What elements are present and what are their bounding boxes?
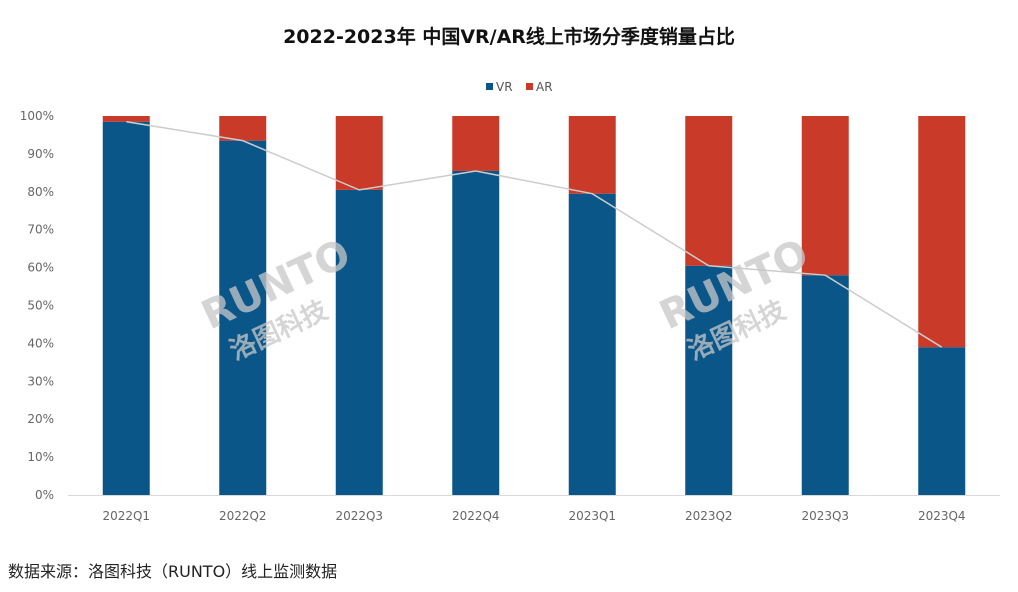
bar-ar-2023q2	[685, 116, 733, 266]
x-tick-label: 2023Q2	[685, 509, 733, 523]
legend: VR AR	[486, 80, 553, 94]
chart-title: 2022-2023年 中国VR/AR线上市场分季度销量占比	[283, 26, 735, 48]
bar-vr-2022q3	[335, 189, 383, 495]
x-tick-label: 2023Q1	[568, 509, 616, 523]
bar-ar-2023q1	[568, 116, 616, 194]
bar-ar-2022q3	[335, 116, 383, 190]
bar-ar-2023q4	[918, 116, 966, 348]
y-tick-label: 80%	[27, 185, 54, 199]
bars	[102, 116, 966, 495]
legend-label-ar: AR	[536, 80, 553, 94]
x-axis: 2022Q1 2022Q2 2022Q3 2022Q4 2023Q1 2023Q2 2023…	[68, 495, 1000, 523]
y-tick-label: 30%	[27, 374, 54, 388]
x-tick-label: 2022Q4	[452, 509, 500, 523]
bar-ar-2023q3	[801, 116, 849, 276]
y-tick-label: 90%	[27, 147, 54, 161]
bar-vr-2023q3	[801, 275, 849, 495]
y-tick-label: 50%	[27, 299, 54, 313]
x-tick-label: 2023Q3	[801, 509, 849, 523]
bar-vr-2022q4	[452, 170, 500, 495]
y-tick-label: 20%	[27, 412, 54, 426]
y-tick-label: 40%	[27, 336, 54, 350]
x-tick-label: 2023Q4	[918, 509, 966, 523]
legend-swatch-ar	[526, 83, 533, 90]
bar-vr-2022q2	[219, 140, 267, 495]
y-tick-label: 10%	[27, 450, 54, 464]
y-axis: 0% 10% 20% 30% 40% 50% 60% 70% 80% 90% 100%	[20, 109, 54, 502]
source-note: 数据来源：洛图科技（RUNTO）线上监测数据	[8, 562, 338, 581]
legend-label-vr: VR	[496, 80, 513, 94]
x-tick-label: 2022Q1	[102, 509, 150, 523]
bar-ar-2022q4	[452, 116, 500, 171]
x-tick-label: 2022Q3	[335, 509, 383, 523]
bar-vr-2023q4	[918, 347, 966, 495]
bar-ar-2022q2	[219, 116, 267, 141]
bar-vr-2022q1	[102, 121, 150, 495]
vr-trend-polyline	[126, 120, 943, 348]
bar-ar-2022q1	[102, 116, 150, 122]
bar-vr-2023q1	[568, 193, 616, 495]
y-tick-label: 100%	[20, 109, 54, 123]
y-tick-label: 60%	[27, 261, 54, 275]
y-tick-label: 0%	[35, 488, 54, 502]
legend-swatch-vr	[486, 83, 493, 90]
trend-line	[126, 120, 943, 348]
bar-vr-2023q2	[685, 265, 733, 495]
x-tick-label: 2022Q2	[219, 509, 267, 523]
y-tick-label: 70%	[27, 223, 54, 237]
